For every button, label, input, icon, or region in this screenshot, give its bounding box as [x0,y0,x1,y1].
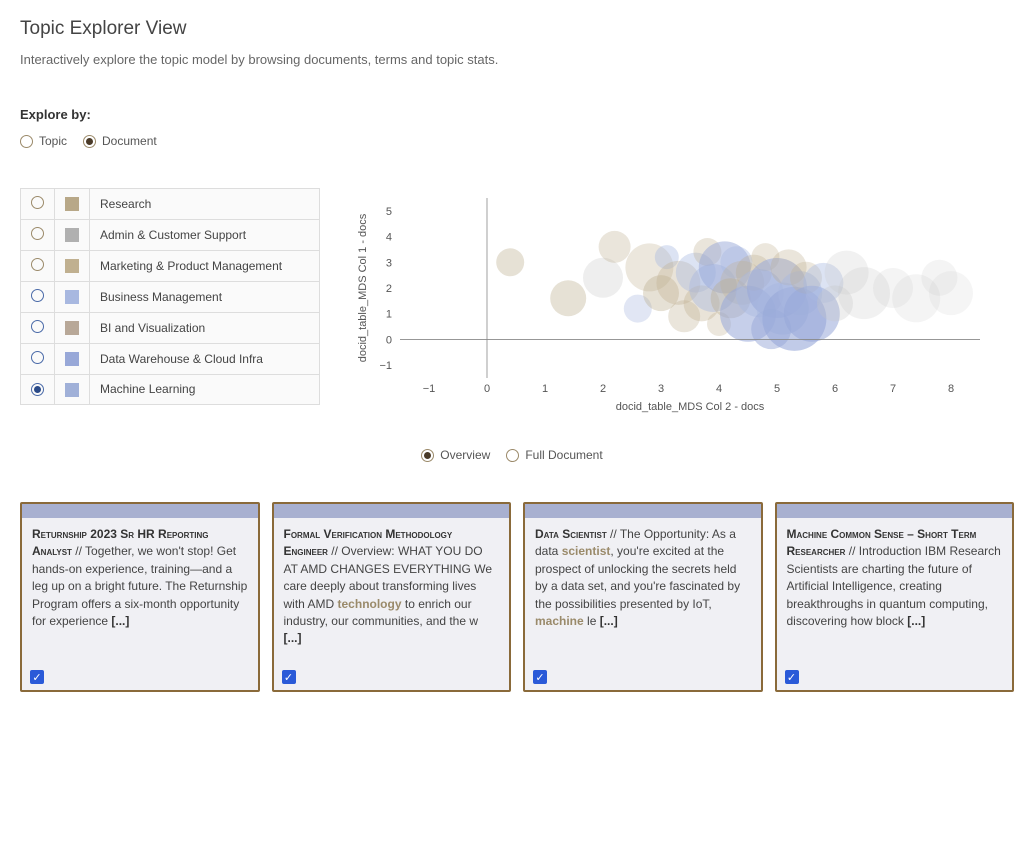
topic-swatch [65,383,79,397]
svg-text:7: 7 [890,383,896,395]
scatter-chart[interactable]: −1 0 1 2 3 4 5 6 7 8 −1 0 1 2 3 4 5 docid_table_MDS Col 2… [350,188,990,418]
explore-radio-document[interactable] [83,135,96,148]
svg-text:docid_table_MDS Col 1 - docs: docid_table_MDS Col 1 - docs [357,213,369,362]
topic-swatch [65,290,79,304]
topic-label: Business Management [90,282,320,313]
card-header-bar [777,504,1013,518]
svg-text:1: 1 [542,383,548,395]
topic-swatch [65,321,79,335]
svg-text:5: 5 [774,383,780,395]
page-subtitle: Interactively explore the topic model by… [20,52,1014,67]
topic-radio[interactable] [31,320,44,333]
card-body: Returnship 2023 Sr HR Reporting Analyst … [22,518,258,634]
document-cards-row: Returnship 2023 Sr HR Reporting Analyst … [20,502,1014,692]
explore-by-label: Explore by: [20,107,1014,122]
topic-row[interactable]: BI and Visualization [21,313,320,344]
svg-text:8: 8 [948,383,954,395]
svg-text:4: 4 [386,232,392,244]
card-title: Data Scientist [535,527,607,541]
card-title: Machine Common Sense – Short Term Resear… [787,527,977,558]
svg-text:2: 2 [600,383,606,395]
doc-view-radio-label: Overview [440,448,490,462]
topic-swatch [65,352,79,366]
card-title: Formal Verification Methodology Engineer [284,527,453,558]
ellipsis: [...] [284,631,302,645]
topic-label: Research [90,189,320,220]
ellipsis: [...] [111,614,129,628]
topic-row[interactable]: Admin & Customer Support [21,220,320,251]
svg-text:−1: −1 [423,383,436,395]
topic-radio[interactable] [31,289,44,302]
svg-text:docid_table_MDS Col 2 - docs: docid_table_MDS Col 2 - docs [616,401,765,413]
card-header-bar [525,504,761,518]
card-body: Formal Verification Methodology Engineer… [274,518,510,652]
topic-label: Admin & Customer Support [90,220,320,251]
doc-view-radio-label: Full Document [525,448,602,462]
svg-text:−1: −1 [379,360,392,372]
highlight-term: technology [338,597,402,611]
svg-text:0: 0 [386,334,392,346]
card-body: Machine Common Sense – Short Term Resear… [777,518,1013,634]
doc-view-radio-group: Overview Full Document [20,448,1014,462]
topic-radio[interactable] [31,258,44,271]
document-card[interactable]: Machine Common Sense – Short Term Resear… [775,502,1015,692]
svg-text:3: 3 [658,383,664,395]
doc-view-radio-full-document[interactable] [506,449,519,462]
card-header-bar [22,504,258,518]
topic-label: BI and Visualization [90,313,320,344]
card-checkbox[interactable]: ✓ [785,670,799,684]
topic-label: Machine Learning [90,375,320,405]
ellipsis: [...] [600,614,618,628]
document-card[interactable]: Returnship 2023 Sr HR Reporting Analyst … [20,502,260,692]
topic-row[interactable]: Data Warehouse & Cloud Infra [21,344,320,375]
topic-row[interactable]: Research [21,189,320,220]
card-title: Returnship 2023 Sr HR Reporting Analyst [32,527,208,558]
page-title: Topic Explorer View [20,18,1014,40]
document-card[interactable]: Formal Verification Methodology Engineer… [272,502,512,692]
explore-radio-label: Topic [39,134,67,148]
topic-swatch [65,259,79,273]
topic-radio[interactable] [31,196,44,209]
topic-radio[interactable] [31,351,44,364]
topic-swatch [65,228,79,242]
card-header-bar [274,504,510,518]
topic-label: Marketing & Product Management [90,251,320,282]
topic-radio[interactable] [31,227,44,240]
topic-swatch [65,197,79,211]
ellipsis: [...] [907,614,925,628]
card-checkbox[interactable]: ✓ [30,670,44,684]
topic-radio[interactable] [31,383,44,396]
topic-table: ResearchAdmin & Customer SupportMarketin… [20,188,320,405]
svg-text:0: 0 [484,383,490,395]
topic-row[interactable]: Machine Learning [21,375,320,405]
doc-view-radio-overview[interactable] [421,449,434,462]
topic-label: Data Warehouse & Cloud Infra [90,344,320,375]
svg-text:2: 2 [386,283,392,295]
svg-text:5: 5 [386,206,392,218]
svg-text:6: 6 [832,383,838,395]
topic-row[interactable]: Marketing & Product Management [21,251,320,282]
svg-text:4: 4 [716,383,722,395]
svg-text:1: 1 [386,309,392,321]
explore-radio-label: Document [102,134,157,148]
card-body: Data Scientist // The Opportunity: As a … [525,518,761,634]
scatter-chart-container: −1 0 1 2 3 4 5 6 7 8 −1 0 1 2 3 4 5 docid_table_MDS Col 2… [350,188,1014,418]
svg-text:3: 3 [386,257,392,269]
explore-radio-topic[interactable] [20,135,33,148]
card-checkbox[interactable]: ✓ [282,670,296,684]
explore-radio-group: Topic Document [20,134,1014,148]
highlight-term: scientist [562,544,611,558]
document-card[interactable]: Data Scientist // The Opportunity: As a … [523,502,763,692]
topic-row[interactable]: Business Management [21,282,320,313]
highlight-term: machine [535,614,584,628]
card-checkbox[interactable]: ✓ [533,670,547,684]
